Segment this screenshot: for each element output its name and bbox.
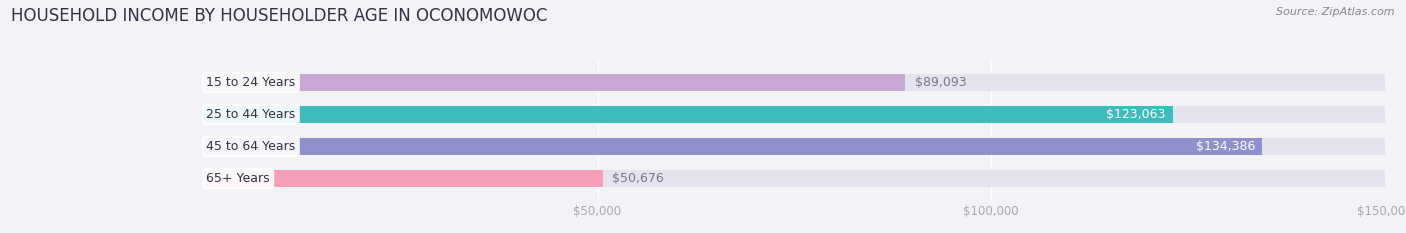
Text: 65+ Years: 65+ Years (207, 172, 270, 185)
Bar (204, 170, 1385, 187)
Bar (204, 170, 603, 187)
Text: $123,063: $123,063 (1107, 108, 1166, 121)
Text: Source: ZipAtlas.com: Source: ZipAtlas.com (1277, 7, 1395, 17)
Bar (204, 106, 1385, 123)
Bar (204, 138, 1385, 155)
Bar (204, 74, 1385, 91)
Bar (204, 106, 1173, 123)
Bar (204, 74, 905, 91)
Bar (204, 138, 1263, 155)
Text: HOUSEHOLD INCOME BY HOUSEHOLDER AGE IN OCONOMOWOC: HOUSEHOLD INCOME BY HOUSEHOLDER AGE IN O… (11, 7, 547, 25)
Text: 15 to 24 Years: 15 to 24 Years (207, 76, 295, 89)
Text: 45 to 64 Years: 45 to 64 Years (207, 140, 295, 153)
Text: $134,386: $134,386 (1195, 140, 1256, 153)
Text: 25 to 44 Years: 25 to 44 Years (207, 108, 295, 121)
Text: $89,093: $89,093 (915, 76, 966, 89)
Text: $50,676: $50,676 (613, 172, 664, 185)
